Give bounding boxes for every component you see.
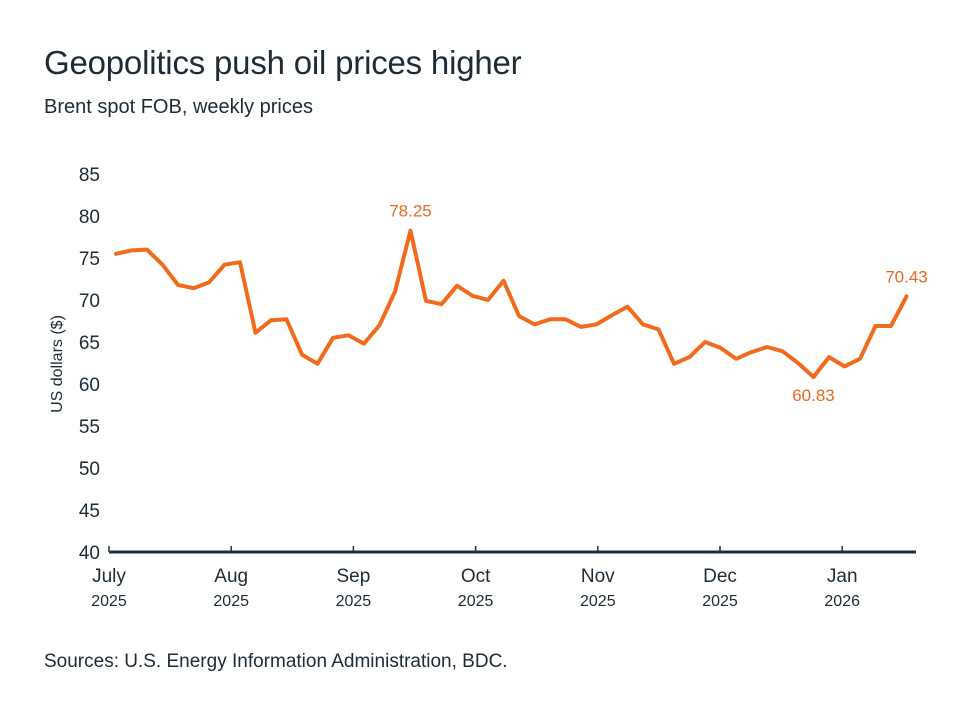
data-point: [471, 294, 475, 298]
data-point: [765, 345, 769, 349]
data-point: [114, 252, 118, 256]
x-tick-month: Nov: [581, 566, 615, 587]
data-point: [533, 322, 537, 326]
chart-subtitle: Brent spot FOB, weekly prices: [44, 96, 313, 118]
y-axis: 40 45 50 55 60 65 70 75 80 85: [79, 165, 100, 564]
data-point: [812, 375, 816, 379]
data-point: [409, 229, 413, 233]
data-point: [579, 325, 583, 329]
data-point: [331, 336, 335, 340]
data-point: [564, 317, 568, 321]
x-tick-year: 2025: [702, 593, 738, 610]
x-tick-year: 2025: [213, 593, 249, 610]
data-point: [781, 349, 785, 353]
y-tick-label: 50: [79, 459, 100, 480]
data-point: [192, 286, 196, 290]
data-point: [378, 323, 382, 327]
data-point: [843, 364, 847, 368]
data-point: [672, 362, 676, 366]
data-point: [347, 333, 351, 337]
data-point: [827, 355, 831, 359]
y-tick-label: 85: [79, 165, 100, 186]
x-tick-month: Jan: [827, 566, 858, 587]
data-point: [161, 263, 165, 267]
data-point: [207, 280, 211, 284]
data-point: [874, 324, 878, 328]
data-point: [362, 342, 366, 346]
x-tick-month: Aug: [214, 566, 248, 587]
data-label: 78.25: [389, 202, 432, 221]
data-point: [610, 313, 614, 317]
data-point: [269, 318, 273, 322]
x-tick-month: Oct: [461, 566, 491, 587]
data-point: [734, 357, 738, 361]
data-point: [905, 294, 909, 298]
series-group: [114, 228, 909, 379]
chart-title: Geopolitics push oil prices higher: [44, 44, 522, 81]
data-point: [548, 317, 552, 321]
x-tick-month: Sep: [336, 566, 370, 587]
x-tick-month: July: [92, 566, 126, 587]
data-point: [254, 331, 258, 335]
data-point: [285, 317, 289, 321]
x-tick-month: Dec: [703, 566, 737, 587]
x-tick-year: 2025: [580, 593, 616, 610]
data-label: 60.83: [792, 386, 835, 405]
y-tick-label: 45: [79, 501, 100, 522]
data-point: [626, 305, 630, 309]
y-tick-label: 55: [79, 417, 100, 438]
data-point: [486, 298, 490, 302]
data-point: [688, 355, 692, 359]
data-label: 70.43: [885, 267, 928, 286]
data-point: [316, 362, 320, 366]
data-point: [595, 322, 599, 326]
data-point: [455, 284, 459, 288]
data-point: [858, 357, 862, 361]
y-tick-label: 65: [79, 333, 100, 354]
data-point: [703, 340, 707, 344]
data-point: [176, 283, 180, 287]
series-line-brent: [114, 228, 909, 379]
data-point: [889, 324, 893, 328]
data-point: [223, 263, 227, 267]
y-tick-label: 75: [79, 249, 100, 270]
data-point: [393, 290, 397, 294]
x-tick-year: 2025: [336, 593, 372, 610]
x-tick-year: 2025: [458, 593, 494, 610]
data-point: [130, 248, 134, 252]
data-point: [238, 260, 242, 264]
data-point: [145, 248, 149, 252]
data-point: [719, 346, 723, 350]
x-tick-year: 2026: [824, 593, 860, 610]
data-point: [796, 361, 800, 365]
source-note: Sources: U.S. Energy Information Adminis…: [44, 651, 508, 672]
y-axis-label: US dollars ($): [49, 315, 66, 413]
x-tick-year: 2025: [91, 593, 127, 610]
y-tick-label: 70: [79, 291, 100, 312]
data-point: [517, 314, 521, 318]
y-tick-label: 80: [79, 207, 100, 228]
data-point: [641, 322, 645, 326]
annotations: 78.25 60.83 70.43: [389, 202, 928, 405]
y-tick-label: 40: [79, 543, 100, 564]
data-point: [424, 299, 428, 303]
x-axis: July 2025 Aug 2025 Sep 2025 Oct 2025 Nov 2025 Dec 2…: [91, 546, 916, 610]
data-point: [440, 302, 444, 306]
data-point: [657, 327, 661, 331]
data-point: [502, 279, 506, 283]
y-tick-label: 60: [79, 375, 100, 396]
data-point: [300, 353, 304, 357]
data-point: [750, 350, 754, 354]
